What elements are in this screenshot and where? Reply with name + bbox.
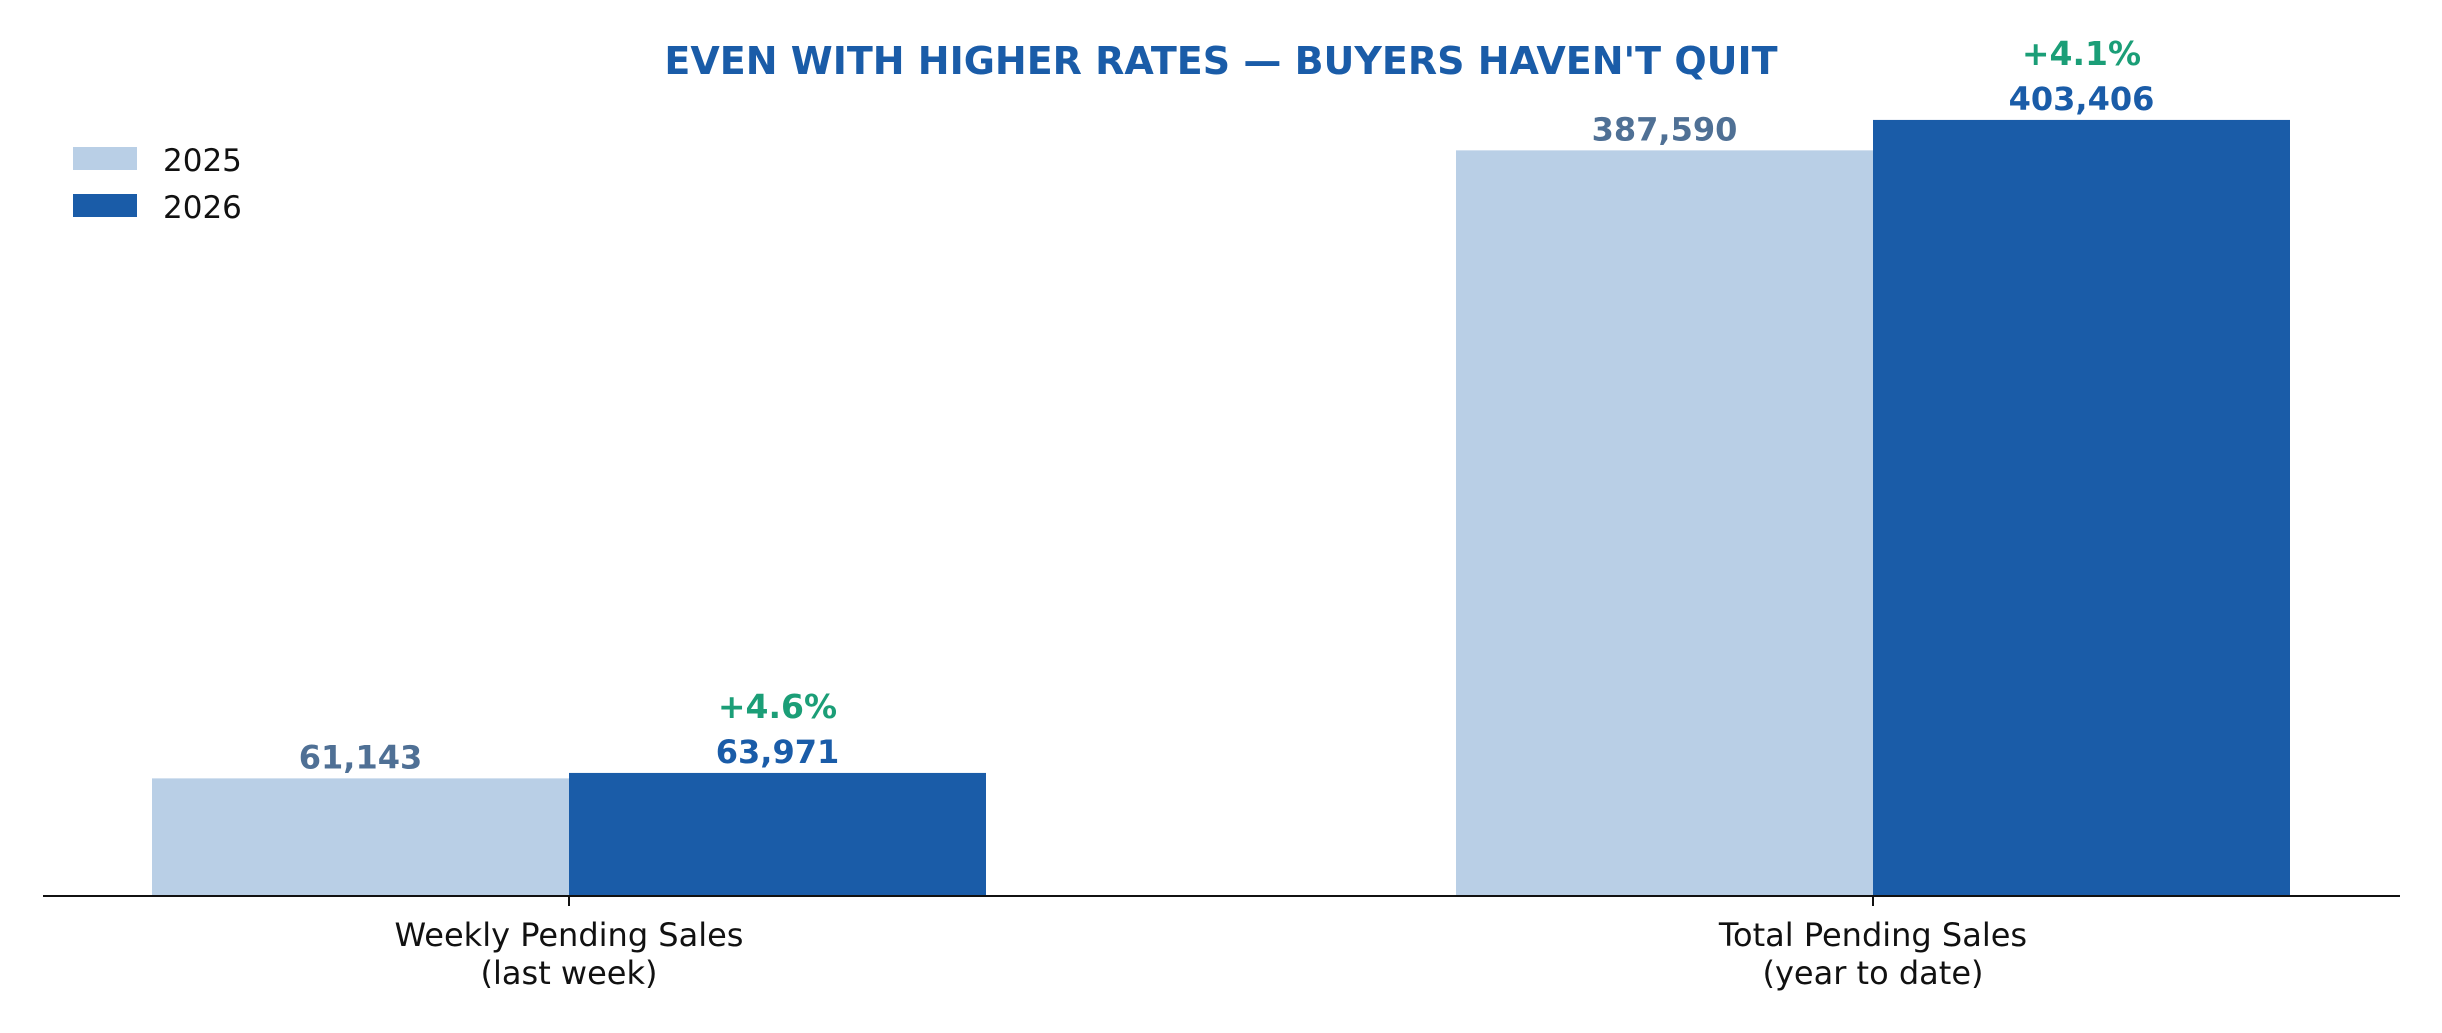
change-annotation-category-0: +4.6% xyxy=(718,687,837,726)
x-tick-label-1-line-0: Total Pending Sales xyxy=(1718,916,2027,954)
x-tick-label-0-line-1: (last week) xyxy=(481,954,658,992)
chart-title: EVEN WITH HIGHER RATES — BUYERS HAVEN'T … xyxy=(664,39,1777,83)
x-tick-label-1-line-1: (year to date) xyxy=(1763,954,1984,992)
bar-2026-category-0 xyxy=(569,772,986,896)
x-tick-label-0-line-0: Weekly Pending Sales xyxy=(395,916,744,954)
bar-2025-category-0 xyxy=(152,778,569,896)
legend: 2025 2026 xyxy=(73,143,242,226)
legend-label-2026: 2026 xyxy=(163,190,242,226)
value-label-2025-category-1: 387,590 xyxy=(1592,110,1738,148)
bar-2025-category-1 xyxy=(1456,150,1873,897)
labels-group: 61,143 63,971 +4.6% 387,590 403,406 +4.1% xyxy=(299,34,2155,776)
bar-2026-category-1 xyxy=(1873,119,2290,896)
change-annotation-category-1: +4.1% xyxy=(2022,34,2141,73)
bars-group xyxy=(152,119,2290,897)
legend-swatch-2026 xyxy=(73,194,137,217)
legend-swatch-2025 xyxy=(73,147,137,170)
value-label-2026-category-0: 63,971 xyxy=(716,733,839,771)
x-axis-ticks: Weekly Pending Sales(last week) Total Pen… xyxy=(395,896,2027,992)
value-label-2026-category-1: 403,406 xyxy=(2009,80,2155,118)
value-label-2025-category-0: 61,143 xyxy=(299,738,422,776)
legend-label-2025: 2025 xyxy=(163,143,242,179)
